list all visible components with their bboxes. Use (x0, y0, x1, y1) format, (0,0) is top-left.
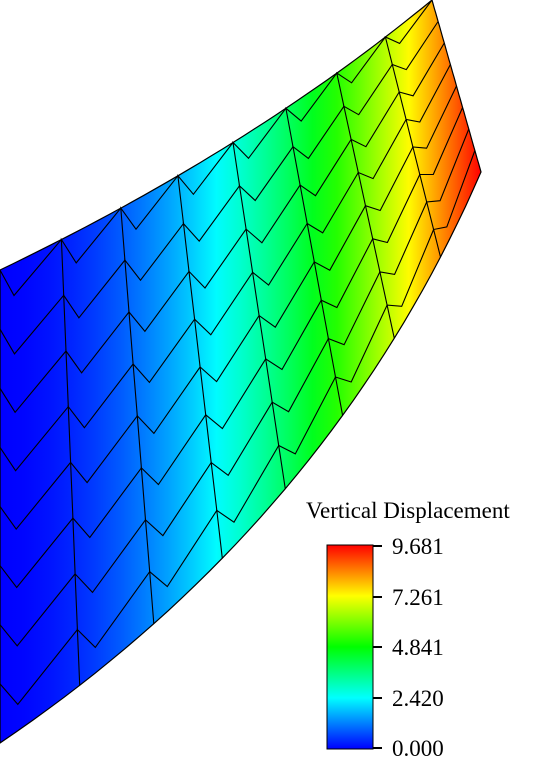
tick-label-min: 0.000 (392, 736, 444, 760)
mesh-element (320, 238, 374, 339)
mesh-element (264, 299, 322, 403)
mesh-element (144, 462, 212, 572)
mesh-element (384, 0, 433, 65)
plate-surface (0, 0, 482, 744)
mesh-element (313, 205, 366, 301)
mesh-element (199, 315, 260, 415)
mesh-element (251, 223, 308, 316)
mesh-element (0, 239, 62, 330)
mesh-element (379, 201, 428, 306)
mesh-element (285, 72, 338, 147)
mesh-element (0, 629, 78, 743)
mesh-element (292, 105, 345, 186)
mesh-element (76, 571, 151, 686)
mesh-element (0, 517, 74, 625)
tick-label-max: 9.681 (392, 534, 444, 559)
mesh-element (371, 174, 421, 273)
mesh-element (232, 107, 287, 186)
mesh-element (334, 304, 388, 416)
mesh-element (182, 185, 240, 272)
mesh-element (69, 415, 138, 519)
mesh-element (412, 85, 457, 175)
mesh-element (398, 42, 445, 120)
mesh-element (386, 229, 435, 339)
tick-label-1: 2.420 (392, 686, 444, 711)
mesh-element (0, 573, 76, 684)
mesh-element (343, 64, 393, 140)
mesh-element (65, 311, 130, 407)
color-bar (326, 544, 374, 750)
mesh-element (177, 142, 234, 224)
legend-title: Vertical Displacement (306, 498, 510, 523)
mesh-element (306, 172, 359, 262)
mesh-element (357, 119, 407, 206)
mesh-element (238, 146, 294, 230)
mesh-element (391, 21, 439, 93)
mesh-element (63, 259, 126, 352)
mesh-element (426, 128, 470, 230)
mesh-element (74, 519, 146, 630)
mesh-element (335, 36, 386, 107)
mesh-element (258, 261, 315, 359)
mesh-element (432, 150, 476, 258)
tick-label-2: 4.841 (392, 635, 444, 660)
mesh-element (140, 414, 207, 520)
mesh-element (350, 91, 400, 173)
mesh-element (419, 107, 464, 203)
mesh-element (405, 64, 451, 148)
mesh-element (188, 228, 247, 320)
mesh-element (245, 184, 301, 273)
mesh-element (149, 510, 218, 624)
mesh-element (120, 175, 179, 261)
mesh-element (216, 445, 280, 559)
mesh-element (72, 467, 142, 574)
mesh-element (364, 146, 414, 239)
mesh-element (0, 294, 65, 389)
mesh-element (271, 338, 329, 446)
mesh-element (0, 350, 67, 448)
mesh-element (128, 271, 190, 365)
mesh-element (299, 139, 352, 224)
mesh-element (0, 462, 72, 566)
mesh-element (204, 358, 267, 463)
mesh-element (277, 376, 336, 489)
mesh-element (60, 207, 122, 296)
deformed-mesh (0, 0, 482, 744)
tick-label-3: 7.261 (392, 585, 444, 610)
mesh-element (0, 406, 69, 507)
mesh-element (327, 271, 381, 378)
mesh-element (210, 401, 273, 511)
mesh-element (124, 223, 184, 313)
mesh-element (132, 318, 196, 416)
mesh-element (67, 363, 134, 463)
mesh-element (136, 366, 201, 468)
color-legend: Vertical Displacement 9.681 7.261 4.841 … (306, 498, 510, 760)
mesh-element (193, 271, 254, 368)
